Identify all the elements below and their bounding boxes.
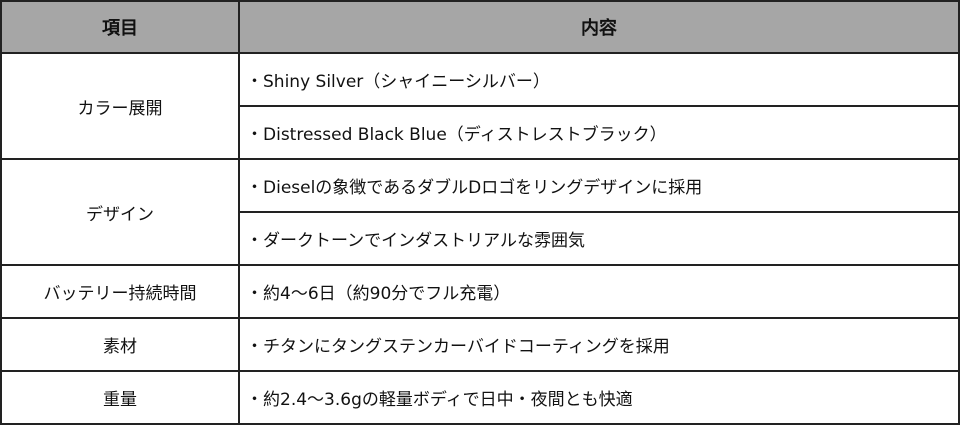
header-item: 項目	[0, 0, 240, 54]
table-row: 素材 ・チタンにタングステンカーバイドコーティングを採用	[0, 317, 960, 372]
row-value: ・Dieselの象徴であるダブルDロゴをリングデザインに採用	[238, 158, 960, 213]
table-row: カラー展開 ・Shiny Silver（シャイニーシルバー）	[0, 52, 960, 160]
table-row: 重量 ・約2.4～3.6gの軽量ボディで日中・夜間とも快適	[0, 370, 960, 425]
row-value: ・チタンにタングステンカーバイドコーティングを採用	[238, 317, 960, 372]
row-label-color: カラー展開	[0, 52, 240, 160]
header-row: 項目 内容	[0, 0, 960, 54]
header-content: 内容	[238, 0, 960, 54]
row-value: ・約2.4～3.6gの軽量ボディで日中・夜間とも快適	[238, 370, 960, 425]
row-value: ・Distressed Black Blue（ディストレストブラック）	[238, 105, 960, 160]
table-row: デザイン ・Dieselの象徴であるダブルDロゴをリングデザインに採用	[0, 158, 960, 266]
row-label-design: デザイン	[0, 158, 240, 266]
row-value: ・ダークトーンでインダストリアルな雰囲気	[238, 211, 960, 266]
table-row: ・Distressed Black Blue（ディストレストブラック）	[1, 105, 960, 160]
table-row: ・ダークトーンでインダストリアルな雰囲気	[1, 211, 960, 266]
table-row: バッテリー持続時間 ・約4～6日（約90分でフル充電）	[0, 264, 960, 319]
row-label-material: 素材	[0, 317, 240, 372]
row-label-weight: 重量	[0, 370, 240, 425]
row-value: ・約4～6日（約90分でフル充電）	[238, 264, 960, 319]
row-label-battery: バッテリー持続時間	[0, 264, 240, 319]
row-value: ・Shiny Silver（シャイニーシルバー）	[238, 52, 960, 107]
